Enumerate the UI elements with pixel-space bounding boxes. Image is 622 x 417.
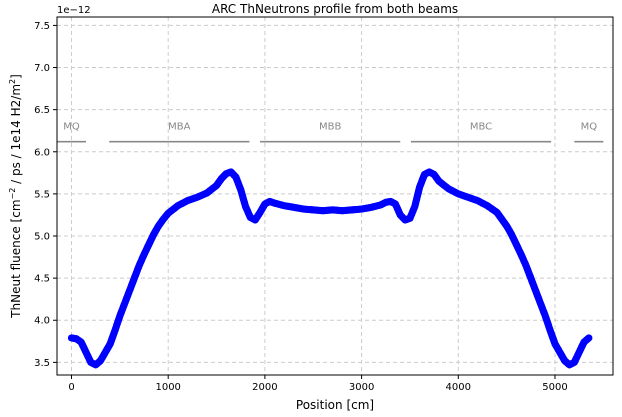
y-tick-label: 3.5: [34, 358, 50, 369]
y-axis-label: ThNeut fluence [cm−2 / ps / 1e14 H2/m2]: [8, 74, 23, 319]
y-tick-label: 4.5: [34, 274, 50, 285]
plot-area: [57, 17, 613, 375]
region-label: MBB: [319, 122, 341, 133]
x-tick-label: 5000: [542, 382, 567, 393]
x-tick-label: 3000: [349, 382, 374, 393]
y-tick-label: 6.5: [34, 105, 50, 116]
plot-frame: [56, 16, 614, 376]
y-axis-label-part: ]: [9, 74, 23, 79]
y-axis-label-superscript: 2: [8, 79, 17, 84]
x-tick-label: 1000: [155, 382, 180, 393]
y-tick-label: 4.0: [34, 316, 50, 327]
region-label: MQ: [581, 122, 598, 133]
region-label: MBA: [168, 122, 190, 133]
region-bars: MQ MBA MBB MBC MQ: [57, 122, 604, 143]
x-axis: 0 1000 2000 3000 4000 5000: [68, 375, 568, 393]
x-tick-label: 4000: [446, 382, 471, 393]
y-tick-label: 6.0: [34, 147, 50, 158]
region-label: MBC: [470, 122, 492, 133]
y-axis: 3.5 4.0 4.5 5.0 5.5 6.0 6.5 7.0 7.5: [34, 21, 57, 369]
region-label: MQ: [63, 122, 80, 133]
y-axis-label-part: ThNeut fluence [cm: [9, 199, 23, 318]
y-axis-label-superscript: −2: [8, 188, 17, 200]
y-tick-label: 5.0: [34, 232, 50, 243]
x-tick-label: 0: [68, 382, 74, 393]
y-tick-label: 5.5: [34, 189, 50, 200]
x-axis-label: Position [cm]: [296, 398, 374, 412]
y-tick-label: 7.0: [34, 63, 50, 74]
data-points: [67, 168, 593, 369]
chart-title: ARC ThNeutrons profile from both beams: [212, 2, 458, 16]
y-axis-label-part: / ps / 1e14 H2/m: [9, 84, 23, 188]
data-point: [585, 334, 593, 342]
y-tick-label: 7.5: [34, 21, 50, 32]
y-offset-text: 1e−12: [57, 5, 91, 16]
x-tick-label: 2000: [252, 382, 277, 393]
